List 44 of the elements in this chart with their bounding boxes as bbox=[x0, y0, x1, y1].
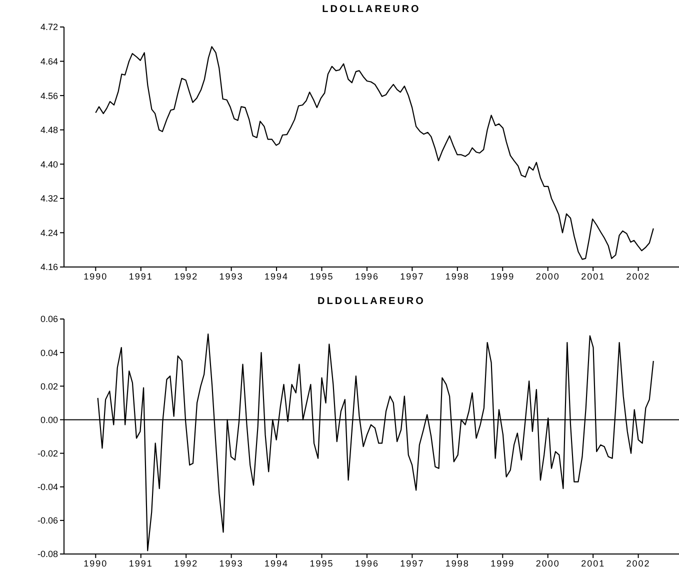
y-tick-label: 4.16 bbox=[40, 262, 58, 272]
y-tick-label: 4.48 bbox=[40, 125, 58, 136]
x-tick-label: 1991 bbox=[128, 271, 153, 282]
y-tick-label: -0.04 bbox=[37, 482, 58, 492]
x-tick-label: 1997 bbox=[400, 271, 424, 282]
x-tick-label: 1998 bbox=[445, 558, 470, 568]
x-tick-label: 1994 bbox=[264, 558, 289, 568]
chart-title: DLDOLLAREURO bbox=[316, 295, 426, 309]
x-tick-label: 1996 bbox=[354, 558, 379, 568]
x-tick-label: 1994 bbox=[264, 271, 289, 282]
y-tick-label: 4.40 bbox=[40, 159, 58, 170]
y-tick-label: 0.00 bbox=[40, 414, 58, 425]
x-tick-label: 1999 bbox=[490, 558, 515, 568]
y-tick-label: 0.04 bbox=[40, 348, 58, 358]
x-tick-label: 1991 bbox=[128, 558, 153, 568]
x-tick-label: 1995 bbox=[310, 558, 334, 568]
y-tick-label: -0.02 bbox=[37, 448, 58, 458]
x-tick-label: 2002 bbox=[626, 558, 650, 568]
x-tick-label: 1990 bbox=[84, 271, 108, 282]
x-tick-label: 1999 bbox=[490, 271, 515, 282]
x-tick-label: 2002 bbox=[626, 271, 650, 282]
chart-title: LDOLLAREURO bbox=[321, 3, 422, 17]
y-tick-label: 0.02 bbox=[40, 381, 58, 392]
x-tick-label: 1990 bbox=[84, 558, 108, 568]
y-tick-label: 4.24 bbox=[40, 228, 58, 238]
y-tick-label: 0.06 bbox=[40, 314, 58, 324]
y-tick-label: 4.32 bbox=[40, 194, 58, 204]
x-tick-label: 1995 bbox=[310, 271, 334, 282]
x-tick-label: 1993 bbox=[219, 271, 244, 282]
y-tick-label: 4.64 bbox=[40, 56, 58, 66]
y-tick-label: -0.08 bbox=[37, 549, 58, 560]
y-tick-label: 4.56 bbox=[40, 90, 58, 101]
y-tick-label: 4.72 bbox=[40, 22, 58, 32]
x-tick-label: 2001 bbox=[581, 558, 606, 568]
x-tick-label: 2001 bbox=[581, 271, 606, 282]
x-tick-label: 1993 bbox=[219, 558, 244, 568]
x-tick-label: 1996 bbox=[354, 271, 379, 282]
x-tick-label: 2000 bbox=[536, 271, 560, 282]
x-tick-label: 1998 bbox=[445, 271, 470, 282]
x-tick-label: 1992 bbox=[174, 271, 198, 282]
x-tick-label: 1992 bbox=[174, 558, 198, 568]
y-tick-label: -0.06 bbox=[37, 516, 58, 526]
x-tick-label: 2000 bbox=[536, 558, 560, 568]
x-tick-label: 1997 bbox=[400, 558, 424, 568]
